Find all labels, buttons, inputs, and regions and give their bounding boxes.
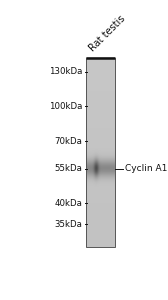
Text: 130kDa: 130kDa — [49, 67, 82, 76]
Text: 35kDa: 35kDa — [54, 220, 82, 229]
Text: Cyclin A1: Cyclin A1 — [125, 164, 167, 173]
Text: 55kDa: 55kDa — [54, 164, 82, 173]
Bar — [86, 58, 115, 247]
Text: 40kDa: 40kDa — [54, 199, 82, 208]
Text: 100kDa: 100kDa — [49, 102, 82, 111]
Text: Rat testis: Rat testis — [88, 14, 128, 53]
Text: 70kDa: 70kDa — [54, 136, 82, 146]
